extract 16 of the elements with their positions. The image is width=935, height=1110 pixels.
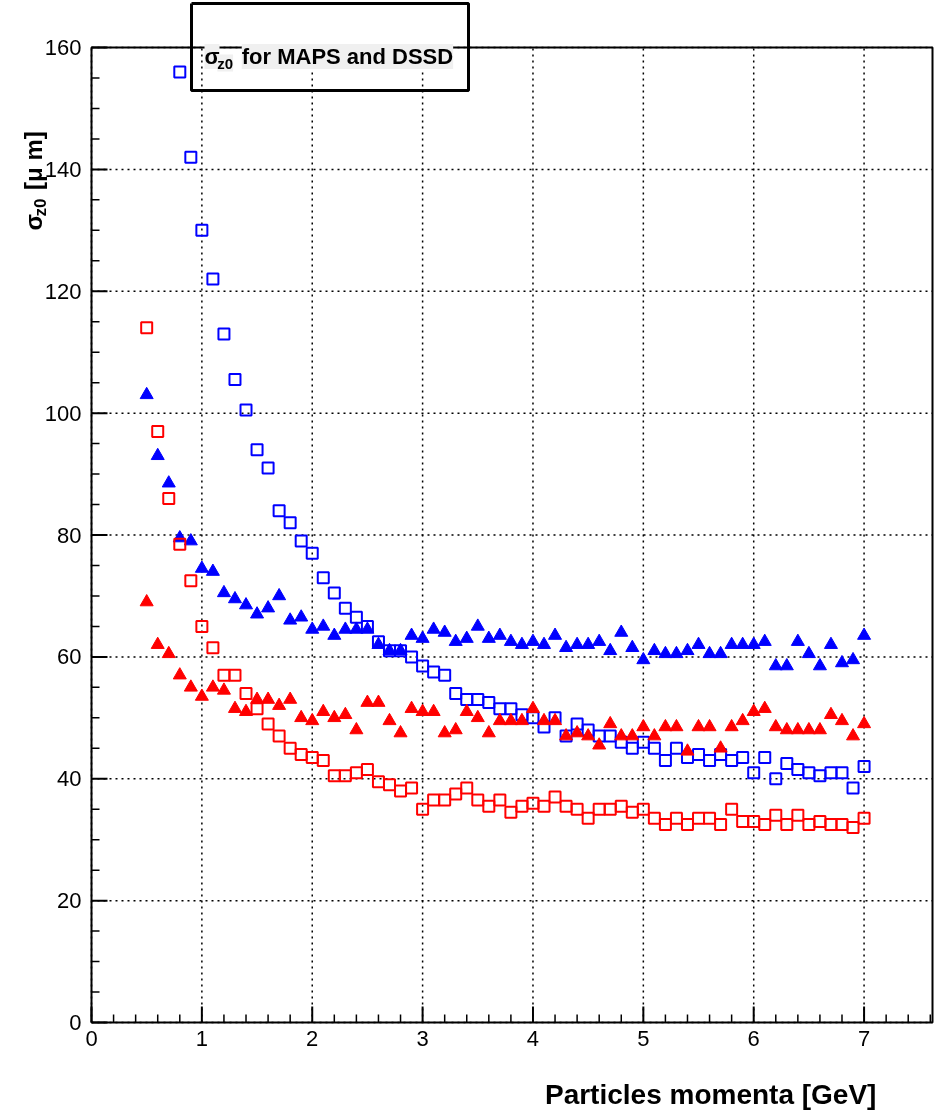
y-tick-label: 80 bbox=[57, 522, 82, 548]
x-tick-label: 6 bbox=[747, 1025, 760, 1051]
x-tick-label: 7 bbox=[857, 1025, 871, 1051]
x-tick-label: 2 bbox=[306, 1025, 319, 1051]
y-tick-label: 20 bbox=[57, 888, 82, 914]
y-tick-label: 60 bbox=[57, 644, 82, 670]
x-tick-label: 1 bbox=[195, 1025, 208, 1051]
y-tick-label: 100 bbox=[44, 400, 82, 426]
x-tick-label: 0 bbox=[85, 1025, 98, 1051]
x-tick-label: 3 bbox=[416, 1025, 429, 1051]
y-tick-label: 160 bbox=[44, 35, 82, 60]
y-tick-label: 40 bbox=[57, 766, 82, 792]
y-tick-label: 120 bbox=[44, 278, 82, 304]
x-tick-label: 4 bbox=[526, 1025, 540, 1051]
x-tick-label: 5 bbox=[637, 1025, 650, 1051]
x-axis-title: Particles momenta [GeV] bbox=[544, 1079, 877, 1110]
